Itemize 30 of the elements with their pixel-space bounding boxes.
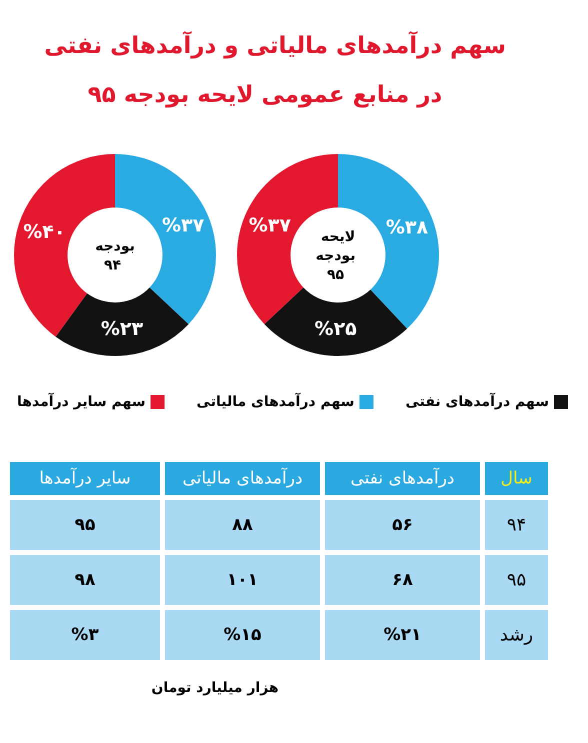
text: %۱۵	[224, 625, 262, 645]
text: ۹۵	[506, 570, 526, 590]
chart-title: سهم درآمدهای مالیاتی و درآمدهای نفتی	[44, 31, 506, 59]
text: %۳	[71, 625, 99, 645]
text: ۱۰۱	[226, 570, 258, 590]
data-label: %۳۷	[248, 214, 292, 237]
data-label: %۲۳	[100, 318, 144, 340]
legend-label: سهم درآمدهای نفتی	[405, 392, 549, 410]
legend-label: سهم سایر درآمدها	[17, 392, 146, 410]
category-label: سایر درآمدها	[39, 468, 131, 488]
legend-label: سهم درآمدهای مالیاتی	[196, 392, 354, 410]
data-label: %۳۷	[162, 214, 205, 237]
text: ۸۸	[232, 515, 253, 535]
category-label: درآمدهای نفتی	[350, 468, 455, 488]
text: هزار میلیارد تومان	[151, 680, 279, 696]
text: ۶۸	[392, 570, 413, 590]
text: لایحه بودجه ۹۵	[316, 229, 360, 283]
text: ۹۸	[74, 570, 96, 590]
data-label: %۴۰	[23, 221, 66, 244]
category-label: درآمدهای مالیاتی	[182, 468, 303, 488]
text: بودجه ۹۴	[95, 238, 135, 274]
text: ۵۶	[392, 515, 413, 535]
category-label: ۹۵	[74, 515, 96, 535]
category-label: رشد	[500, 624, 534, 646]
category-label: سال	[500, 468, 532, 488]
text: %۲۱	[384, 625, 422, 645]
chart-subtitle: در منابع عمومی لایحه بودجه ۹۵	[88, 82, 442, 108]
category-label: ۹۴	[506, 514, 526, 536]
data-label: %۲۵	[314, 318, 358, 340]
data-label: %۳۸	[386, 216, 429, 239]
